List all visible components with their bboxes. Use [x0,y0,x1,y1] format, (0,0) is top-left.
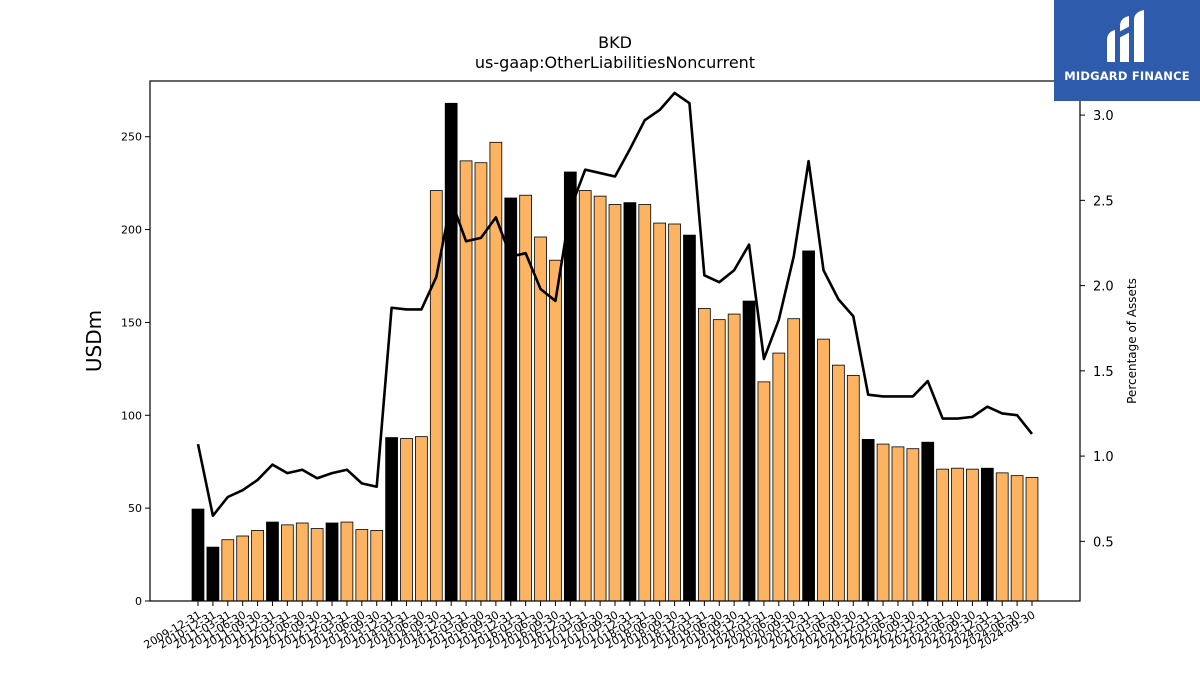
bar [921,441,935,602]
bar [444,102,458,602]
bar [325,522,339,602]
bar [742,300,756,602]
bar [638,204,652,602]
bar [698,308,711,602]
axes: 0501001502002500.51.01.52.02.53.02009-12… [121,80,1114,652]
midgard-logo-icon [1107,10,1144,62]
bar [712,319,726,602]
bar [757,381,771,602]
bar [936,468,950,602]
y-tick-label: 250 [121,131,142,144]
bar [966,468,979,602]
bar [236,535,250,602]
y-axis-label: USDm [82,310,106,372]
bar [549,259,562,602]
bar [817,338,830,602]
bar [832,364,845,602]
bar [370,530,384,602]
bar [266,521,279,602]
bar [578,190,592,602]
bar [310,528,324,602]
y2-tick-label: 2.5 [1093,194,1114,209]
bar [280,524,294,602]
bar [295,522,309,602]
bar [846,374,860,602]
bar-group [191,102,1039,602]
bar [668,223,681,602]
y2-tick-label: 2.0 [1093,280,1114,295]
bar [400,438,413,602]
series-line [196,91,1034,518]
y2-tick-label: 3.0 [1093,109,1114,124]
bar [951,467,964,602]
y2-tick-label: 1.5 [1093,365,1114,380]
bar [727,313,741,602]
y2-axis-label: Percentage of Assets [1125,278,1139,404]
bar [504,197,518,602]
bar [787,318,801,602]
bar [474,162,488,602]
bar [251,530,264,602]
bar [355,529,369,602]
line-layer [196,91,1034,518]
bar [995,472,1009,602]
y2-tick-label: 1.0 [1093,450,1114,465]
bar [891,446,905,602]
bar [489,141,503,602]
brand-name: MIDGARD FINANCE [1064,69,1190,83]
bar [608,204,622,602]
y-tick-label: 0 [135,595,142,608]
bar [593,195,607,602]
y2-tick-label: 0.5 [1093,535,1114,550]
chart-subtitle: us-gaap:OtherLiabilitiesNoncurrent [475,53,755,72]
bar [415,436,428,602]
y-tick-label: 200 [121,224,142,237]
y-tick-label: 100 [121,409,142,422]
bar [221,539,235,602]
chart-title: BKD [598,33,632,52]
bar [191,508,205,602]
y-tick-label: 50 [128,502,142,515]
bar [340,521,354,602]
bar [980,467,994,602]
bar [683,234,696,602]
bar [906,448,920,602]
y-tick-label: 150 [121,316,142,329]
bar [623,202,637,602]
bar [385,437,398,602]
bar [206,546,220,602]
bar [876,443,890,602]
bar [802,250,815,602]
bar [1010,475,1024,602]
bar [861,439,875,602]
bar [653,222,667,602]
brand-logo: MIDGARD FINANCE [1054,0,1200,101]
bar [1025,477,1039,602]
bar [772,352,786,602]
